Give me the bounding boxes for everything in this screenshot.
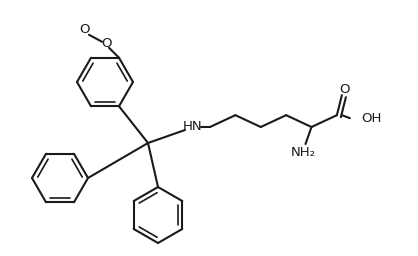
Text: HN: HN — [183, 121, 203, 133]
Text: NH₂: NH₂ — [291, 146, 316, 159]
Text: O: O — [101, 37, 111, 50]
Text: OH: OH — [361, 112, 381, 125]
Text: O: O — [340, 83, 350, 96]
Text: O: O — [80, 23, 90, 36]
